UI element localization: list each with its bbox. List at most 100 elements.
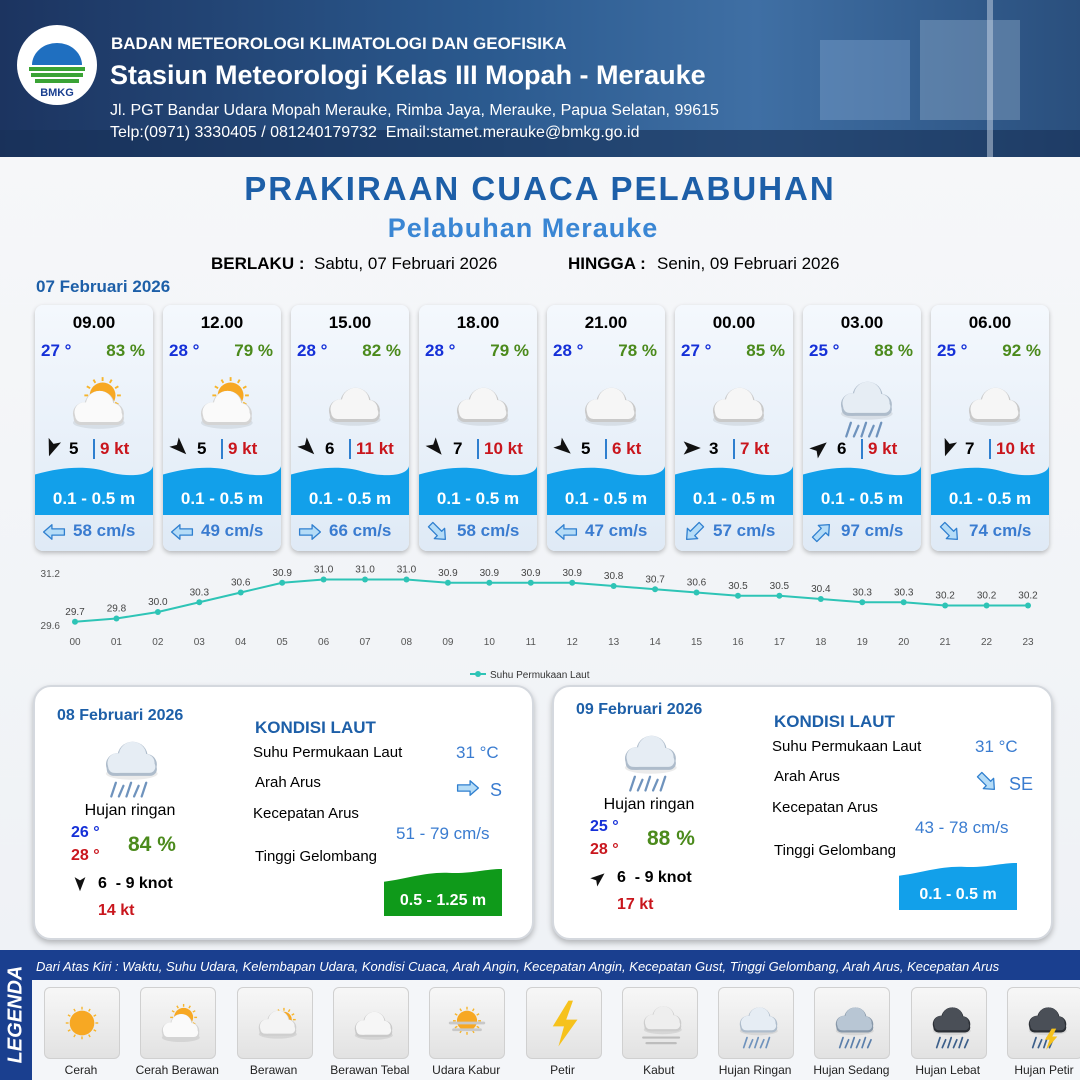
icon-line xyxy=(73,1008,76,1012)
wind-direction xyxy=(683,441,701,455)
icon-line xyxy=(476,1025,480,1029)
icon-g xyxy=(944,437,958,457)
icon-line xyxy=(125,781,133,798)
value-label: 30.3 xyxy=(853,587,873,598)
icon-g xyxy=(626,735,675,767)
wave-graphic xyxy=(899,862,1017,910)
icon-rect xyxy=(843,400,891,413)
legend-icon-box xyxy=(332,987,409,1059)
header-art xyxy=(0,0,1080,157)
value-label: 30.5 xyxy=(770,581,790,592)
legend-label: Hujan Lebat xyxy=(915,1063,981,1077)
day-panel: 08 Februari 2026 Hujan ringan 26 ° 28 ° 84 … xyxy=(33,685,534,940)
icon-g xyxy=(105,741,158,780)
direction-label: Arah Arus xyxy=(255,774,321,791)
x-tick-label: 01 xyxy=(111,637,123,648)
time: 06.00 xyxy=(968,313,1012,332)
air-temperature: 28 ° xyxy=(425,341,456,360)
icon-rect xyxy=(627,754,675,767)
value-label: 30.8 xyxy=(604,571,624,582)
legend-icon xyxy=(258,1007,297,1039)
legend-label: Cerah xyxy=(64,1063,98,1077)
icon-g xyxy=(740,1007,777,1031)
icon-g xyxy=(328,387,381,426)
forecast-card: 03.00 25 ° 88 % 6 9 kt 0.1 - 0.5 m 97 cm/s xyxy=(803,305,921,551)
legend-icon-box xyxy=(910,987,987,1059)
icon-line xyxy=(476,1013,480,1016)
icon-g xyxy=(939,521,959,541)
wind-speed: 3 xyxy=(709,439,719,458)
value-label: 31.0 xyxy=(397,565,417,576)
value-label: 31.0 xyxy=(314,565,334,576)
current-speed: 58 cm/s xyxy=(457,521,520,540)
legend-icon xyxy=(932,1007,971,1049)
icon-line xyxy=(454,1025,458,1029)
speed: 43 - 78 cm/s xyxy=(915,818,1009,837)
wind-direction xyxy=(425,437,442,455)
date: 08 Februari 2026 xyxy=(57,707,184,724)
icon-line xyxy=(454,1013,458,1016)
icon-g xyxy=(685,521,705,541)
icon-polygon xyxy=(297,437,315,455)
icon-line xyxy=(114,385,119,390)
wave-height: 0.1 - 0.5 m xyxy=(308,489,392,508)
wave-label: Tinggi Gelombang xyxy=(255,848,378,865)
sst-point xyxy=(527,579,534,586)
value-label: 30.7 xyxy=(645,574,665,585)
icon-g xyxy=(714,387,763,419)
air-temperature: 27 ° xyxy=(681,341,712,360)
wave-height: 0.1 - 0.5 m xyxy=(564,489,648,508)
humidity: 79 % xyxy=(234,341,273,360)
icon-polygon xyxy=(169,437,187,455)
forecast-card: 06.00 25 ° 92 % 7 10 kt 0.1 - 0.5 m 74 cm/s xyxy=(931,305,1049,551)
speed: 51 - 79 cm/s xyxy=(396,824,490,843)
time: 03.00 xyxy=(840,313,884,332)
icon-path xyxy=(803,466,921,515)
legend-title: LEGENDA xyxy=(4,965,27,1064)
icon-g xyxy=(355,1011,392,1035)
wave-height: 0.1 - 0.5 m xyxy=(948,489,1032,508)
icon-line xyxy=(867,1038,873,1049)
icon-g xyxy=(1029,1007,1066,1031)
icon-line xyxy=(92,379,97,384)
gust: 10 kt xyxy=(477,439,523,459)
wind-speed: 7 xyxy=(453,439,463,458)
weather-icon xyxy=(456,387,509,426)
icon-path xyxy=(384,868,502,916)
day-panel: 09 Februari 2026 Hujan ringan 25 ° 28 ° 88 … xyxy=(552,685,1053,940)
current-direction xyxy=(42,524,66,540)
to-date: Senin, 09 Februari 2026 xyxy=(657,254,840,273)
value-label: 30.2 xyxy=(977,591,997,602)
legend-strip xyxy=(0,950,1080,980)
legend-label: Kabut xyxy=(643,1063,675,1077)
legend-label: Hujan Sedang xyxy=(813,1063,890,1077)
icon-path xyxy=(32,43,82,65)
icon-path xyxy=(163,466,281,515)
speed-label: Kecepatan Arus xyxy=(253,805,359,822)
wave xyxy=(35,466,153,515)
icon-line xyxy=(171,1010,176,1013)
icon-line xyxy=(659,775,667,792)
icon-line xyxy=(472,1008,475,1012)
icon-g xyxy=(811,523,831,543)
sst-point xyxy=(486,579,493,586)
from-label: BERLAKU : xyxy=(211,254,305,273)
legend-icon xyxy=(448,1006,486,1035)
value-label: 30.9 xyxy=(480,568,500,579)
current-direction xyxy=(939,521,959,541)
wave xyxy=(419,466,537,515)
direction: S xyxy=(490,780,503,800)
direction: SE xyxy=(1009,774,1034,794)
air-temperature: 25 ° xyxy=(937,341,968,360)
wave-height: 0.1 - 0.5 m xyxy=(919,886,997,903)
icon-line xyxy=(176,1005,180,1009)
icon-rect xyxy=(715,406,763,419)
time: 21.00 xyxy=(584,313,628,332)
icon-line xyxy=(963,1038,969,1049)
x-tick-label: 02 xyxy=(152,637,164,648)
icon-polygon xyxy=(74,877,86,892)
max-temperature: 28 ° xyxy=(590,841,619,858)
air-temperature: 28 ° xyxy=(553,341,584,360)
gust: 6 kt xyxy=(605,439,641,459)
icon-g xyxy=(840,381,893,420)
